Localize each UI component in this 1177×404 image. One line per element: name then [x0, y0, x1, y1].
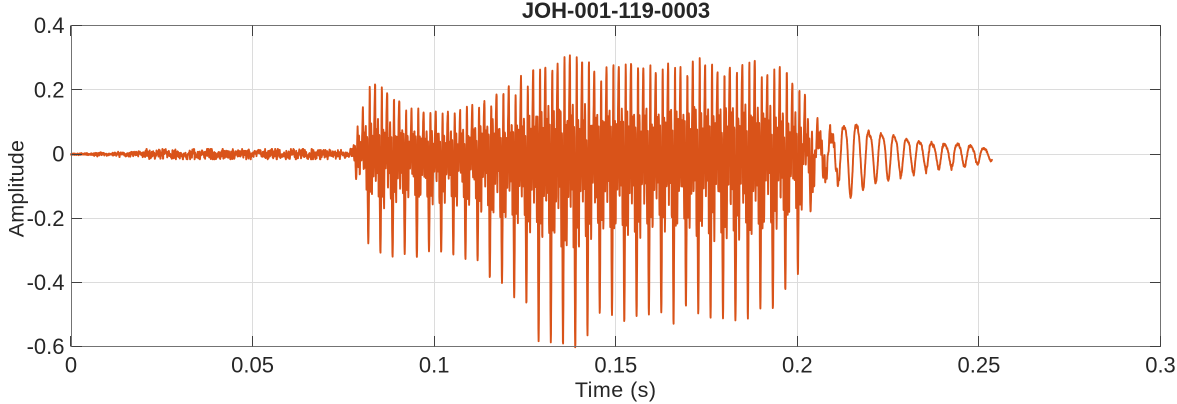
svg-text:0: 0	[52, 142, 64, 167]
svg-text:-0.6: -0.6	[27, 334, 65, 359]
svg-text:0.2: 0.2	[782, 353, 813, 378]
svg-text:0.05: 0.05	[231, 353, 274, 378]
svg-text:0.15: 0.15	[594, 353, 637, 378]
svg-text:-0.4: -0.4	[27, 270, 65, 295]
svg-text:0.3: 0.3	[1145, 353, 1176, 378]
svg-text:0.25: 0.25	[957, 353, 1000, 378]
svg-text:0.2: 0.2	[34, 77, 65, 102]
svg-text:0: 0	[65, 353, 77, 378]
svg-text:-0.2: -0.2	[27, 206, 65, 231]
svg-text:0.1: 0.1	[419, 353, 450, 378]
svg-text:0.4: 0.4	[34, 13, 65, 38]
svg-text:Time (s): Time (s)	[575, 378, 657, 402]
svg-text:Amplitude: Amplitude	[5, 140, 29, 237]
svg-text:JOH-001-119-0003: JOH-001-119-0003	[522, 0, 710, 23]
